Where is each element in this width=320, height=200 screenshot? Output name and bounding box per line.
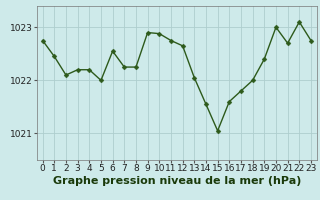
X-axis label: Graphe pression niveau de la mer (hPa): Graphe pression niveau de la mer (hPa) — [52, 176, 301, 186]
